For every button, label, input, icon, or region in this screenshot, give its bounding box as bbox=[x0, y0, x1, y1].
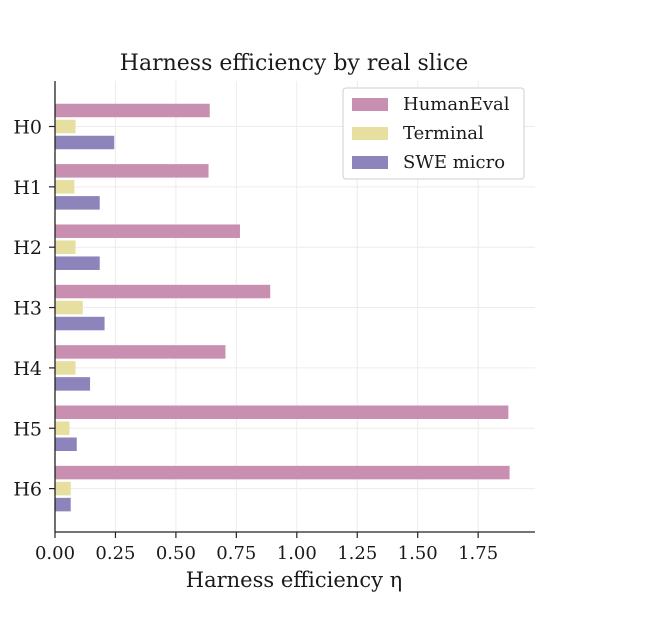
bar-humaneval-h4 bbox=[55, 345, 226, 359]
legend-label: HumanEval bbox=[403, 94, 510, 115]
y-tick-label: H3 bbox=[13, 298, 42, 320]
y-tick-label: H6 bbox=[13, 479, 42, 501]
bar-humaneval-h1 bbox=[55, 164, 209, 178]
bar-swe-micro-h5 bbox=[55, 437, 77, 451]
legend-label: Terminal bbox=[403, 123, 484, 144]
bar-terminal-h5 bbox=[55, 421, 70, 435]
bar-terminal-h0 bbox=[55, 119, 76, 134]
x-axis-label: Harness efficiency η bbox=[186, 568, 402, 592]
x-tick-label: 1.50 bbox=[398, 543, 438, 564]
bar-humaneval-h5 bbox=[55, 405, 509, 419]
y-tick-label: H1 bbox=[13, 177, 42, 199]
x-tick-label: 1.25 bbox=[337, 543, 377, 564]
x-tick-label: 0.75 bbox=[216, 543, 256, 564]
legend-swatch-swe-micro bbox=[352, 156, 388, 169]
legend: HumanEval Terminal SWE micro bbox=[342, 87, 525, 180]
bar-swe-micro-h0 bbox=[55, 135, 115, 150]
axes bbox=[54, 81, 535, 533]
y-tick-label: H4 bbox=[13, 358, 42, 380]
bar-swe-micro-h1 bbox=[55, 196, 100, 210]
x-tick-label: 0.25 bbox=[95, 543, 135, 564]
y-ticks: H0 H1 H2 H3 H4 H5 H6 bbox=[13, 117, 55, 501]
bar-terminal-h2 bbox=[55, 240, 76, 254]
bars bbox=[55, 103, 510, 512]
bar-terminal-h3 bbox=[55, 300, 83, 315]
legend-swatch-terminal bbox=[352, 127, 388, 140]
chart-title: Harness efficiency by real slice bbox=[120, 51, 468, 76]
x-tick-label: 0.50 bbox=[156, 543, 196, 564]
bar-terminal-h1 bbox=[55, 180, 75, 194]
bar-swe-micro-h3 bbox=[55, 316, 105, 331]
x-tick-label: 1.00 bbox=[277, 543, 317, 564]
bar-terminal-h4 bbox=[55, 361, 76, 375]
legend-label: SWE micro bbox=[403, 152, 505, 173]
bar-humaneval-h0 bbox=[55, 103, 210, 118]
bar-swe-micro-h2 bbox=[55, 256, 100, 270]
bar-humaneval-h2 bbox=[55, 224, 240, 238]
legend-box bbox=[342, 87, 525, 180]
y-tick-label: H2 bbox=[13, 237, 42, 259]
legend-swatch-humaneval bbox=[352, 98, 388, 111]
y-tick-label: H0 bbox=[13, 117, 42, 139]
bar-humaneval-h3 bbox=[55, 284, 271, 299]
x-tick-label: 0.00 bbox=[35, 543, 75, 564]
x-ticks: 0.00 0.25 0.50 0.75 1.00 1.25 1.50 1.75 bbox=[35, 532, 498, 564]
bar-swe-micro-h4 bbox=[55, 377, 91, 391]
y-tick-label: H5 bbox=[13, 418, 42, 440]
bar-humaneval-h6 bbox=[55, 465, 510, 480]
x-tick-label: 1.75 bbox=[458, 543, 498, 564]
bar-terminal-h6 bbox=[55, 481, 71, 496]
bar-swe-micro-h6 bbox=[55, 497, 71, 512]
